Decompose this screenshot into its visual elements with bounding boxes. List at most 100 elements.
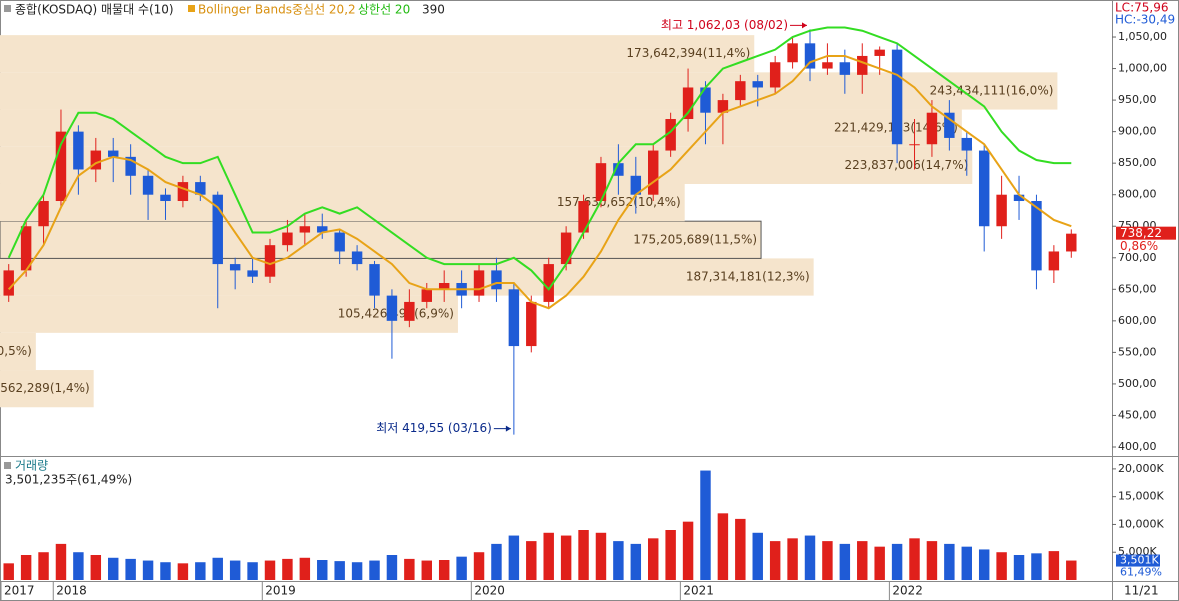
legend-swatch <box>188 5 195 12</box>
volume-bar <box>769 541 781 580</box>
y-tick-label: 850,00 <box>1118 156 1157 169</box>
candle-body <box>648 150 659 195</box>
volume-bar <box>142 560 154 580</box>
candle-body <box>700 87 711 113</box>
bollinger-line <box>7 26 1072 291</box>
volume-profile-bar <box>0 183 685 222</box>
candle-body <box>752 81 763 88</box>
annotation-arrowhead <box>802 22 807 29</box>
volume-current: 3,501,235주(61,49%) <box>5 473 132 487</box>
candle-body <box>665 119 676 151</box>
y-tick-label: 900,00 <box>1118 125 1157 138</box>
last-price-box <box>1116 226 1176 240</box>
volume-bar <box>665 530 676 580</box>
candle-body <box>195 182 206 195</box>
x-tick-label: 2022 <box>892 584 923 598</box>
y-tick-label: 950,00 <box>1118 93 1157 106</box>
volume-bar <box>543 532 554 580</box>
candle-body <box>20 226 32 271</box>
candle-body <box>839 62 851 75</box>
candle-body <box>613 163 624 176</box>
volume-bar <box>369 560 380 580</box>
lc-label: LC:75,96 <box>1115 1 1168 15</box>
volume-profile-label: 243,434,111(16,0%) <box>930 83 1054 97</box>
legend-entry: 상한선 20 <box>358 3 410 17</box>
volume-bar <box>508 535 520 580</box>
volume-bar <box>421 560 432 580</box>
chart-title: 종합(KOSDAQ) 매물대 수(10) <box>15 3 174 17</box>
annotation: 최고 1,062,03 (08/02) <box>661 18 788 32</box>
volume-bar <box>804 535 816 580</box>
y-tick-label: 600,00 <box>1118 314 1157 327</box>
legend-swatch <box>4 5 11 12</box>
y-tick-label: 800,00 <box>1118 188 1157 201</box>
legend-extra: 390 <box>422 3 445 17</box>
volume-profile-bar <box>0 35 755 73</box>
candle-body <box>38 201 49 227</box>
volume-bar <box>473 552 485 580</box>
candle-body <box>334 232 345 252</box>
x-tick-label: 2021 <box>683 584 714 598</box>
candle-body <box>595 163 607 202</box>
candle-body <box>944 112 955 138</box>
candle-body <box>891 49 903 145</box>
volume-bar <box>613 541 624 580</box>
volume-bar <box>961 546 972 580</box>
candle-body <box>212 194 223 265</box>
candle-body <box>508 289 520 347</box>
candle-body <box>177 182 189 202</box>
candle-body <box>735 81 746 101</box>
candle-body <box>804 43 816 69</box>
candle-body <box>369 264 380 296</box>
volume-bar <box>822 541 833 580</box>
candle-body <box>874 49 885 56</box>
volume-profile-bar <box>0 109 962 147</box>
volume-bar <box>560 535 572 580</box>
volume-bar <box>55 543 67 580</box>
candle-body <box>978 150 990 227</box>
candle-body <box>996 194 1007 227</box>
candle-body <box>247 270 258 277</box>
volume-bar <box>1048 551 1060 580</box>
candle-body <box>125 156 136 176</box>
x-tick-label: 2017 <box>4 584 35 598</box>
volume-bar <box>978 549 990 580</box>
candle-body <box>386 295 398 321</box>
volume-profile-bar <box>0 295 458 333</box>
candle-body <box>769 62 781 88</box>
candle-body <box>526 301 537 347</box>
volume-profile-bar <box>0 72 1058 110</box>
volume-bar <box>317 560 328 580</box>
candle-body <box>299 226 311 233</box>
candle-body <box>543 264 554 302</box>
volume-bar <box>648 538 659 580</box>
y-tick-label: 650,00 <box>1118 282 1157 295</box>
volume-bar <box>996 552 1007 580</box>
volume-bar <box>491 543 502 580</box>
volume-bar <box>926 541 938 580</box>
volume-bar <box>1013 555 1025 580</box>
volume-bar <box>717 513 729 580</box>
candle-body <box>578 201 589 233</box>
volume-bar <box>891 543 903 580</box>
volume-profile-bar <box>0 332 36 371</box>
volume-profile-label: 187,314,181(12,3%) <box>686 270 810 284</box>
last-price-label: 738,22 <box>1120 226 1162 240</box>
volume-profile-label: 21,562,289(1,4%) <box>0 381 90 395</box>
candle-body <box>717 100 729 113</box>
candle-body <box>438 283 450 290</box>
volume-title: 거래량 <box>15 459 48 473</box>
volume-bar <box>177 563 189 580</box>
candle-body <box>961 137 972 151</box>
volume-bar <box>595 532 607 580</box>
y-tick-label: 550,00 <box>1118 345 1157 358</box>
volume-bar <box>857 541 868 580</box>
bollinger-line <box>7 54 1072 310</box>
change-label: 0,86% <box>1120 239 1158 253</box>
volume-bar <box>944 543 955 580</box>
candle-body <box>351 251 363 265</box>
x-tick-label: 2020 <box>474 584 505 598</box>
volume-bar <box>787 538 798 580</box>
y-tick-label: 10,000K <box>1118 517 1164 530</box>
volume-profile-label: 173,642,394(11,4%) <box>626 46 750 60</box>
